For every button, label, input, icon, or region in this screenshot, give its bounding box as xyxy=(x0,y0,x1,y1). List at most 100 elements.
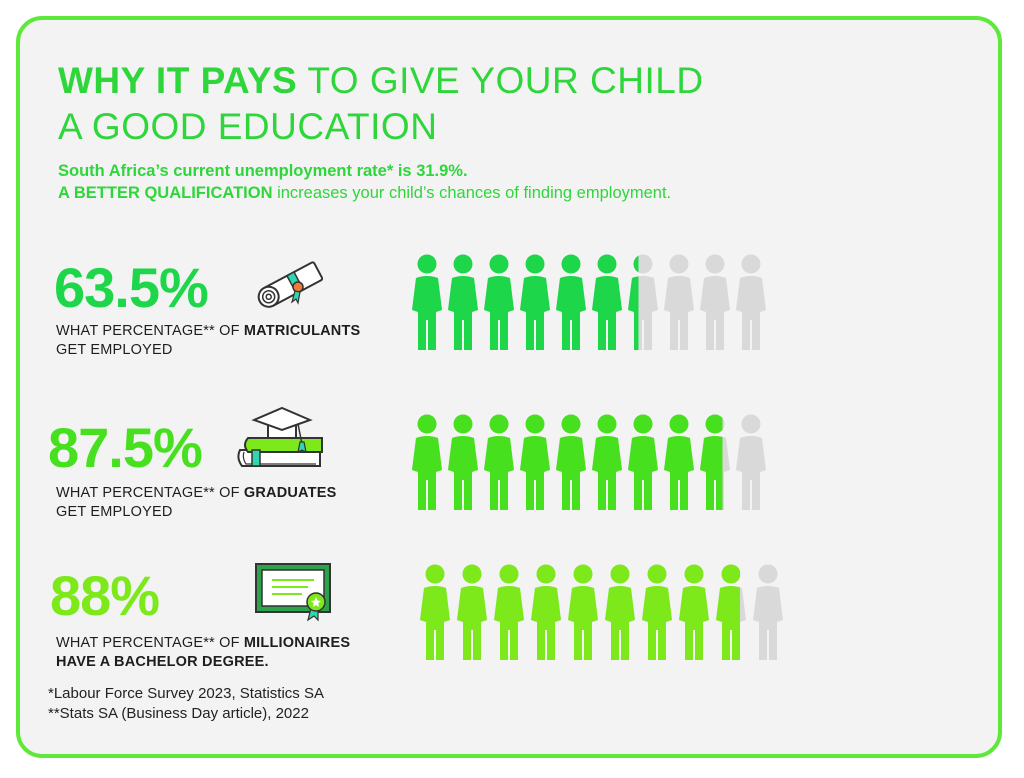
person-head-fill xyxy=(597,414,617,434)
person-body-fill xyxy=(628,436,658,510)
infographic-subtitle: South Africa’s current unemployment rate… xyxy=(58,160,958,204)
person-head xyxy=(741,414,761,434)
stat-value-row3: 88% xyxy=(50,564,160,627)
person-body-fill xyxy=(420,586,450,660)
stat-desc-row1: WHAT PERCENTAGE** OF MATRICULANTS GET EM… xyxy=(56,322,360,360)
subtitle-line2-bold: A BETTER QUALIFICATION xyxy=(58,184,273,202)
person-body-fill xyxy=(520,436,550,510)
person-body-fill xyxy=(556,436,586,510)
person-head-fill xyxy=(525,254,545,274)
desc-prefix: WHAT PERCENTAGE** OF xyxy=(56,323,244,339)
person-head-fill xyxy=(536,564,556,584)
person-body-fill xyxy=(448,436,478,510)
person-figure xyxy=(494,564,524,660)
title-rest: TO GIVE YOUR CHILD xyxy=(297,60,704,101)
person-fill xyxy=(592,254,622,350)
desc-line2: HAVE A BACHELOR DEGREE. xyxy=(56,654,269,670)
person-head-fill xyxy=(561,414,581,434)
person-body-fill xyxy=(664,436,694,510)
person-figure xyxy=(592,414,622,510)
person-fill xyxy=(520,414,550,510)
desc-bold: GRADUATES xyxy=(243,485,337,501)
title-line2: A GOOD EDUCATION xyxy=(58,106,438,147)
person-head xyxy=(669,254,689,274)
person-body-fill xyxy=(531,586,561,660)
person-fill xyxy=(700,414,723,510)
person-figure xyxy=(605,564,635,660)
pictograph-row1 xyxy=(412,254,766,350)
person-body-fill xyxy=(568,586,598,660)
person-figure xyxy=(664,414,694,510)
person-fill xyxy=(628,414,658,510)
person-body-fill xyxy=(556,276,586,350)
person-head-fill xyxy=(417,254,437,274)
person-figure xyxy=(679,564,709,660)
person-fill xyxy=(568,564,598,660)
person-fill xyxy=(484,254,514,350)
person-fill xyxy=(412,254,442,350)
person-fill xyxy=(457,564,487,660)
person-head-fill xyxy=(561,254,581,274)
person-head-fill xyxy=(453,254,473,274)
person-fill xyxy=(484,414,514,510)
person-figure xyxy=(448,414,478,510)
person-head-fill xyxy=(573,564,593,584)
person-figure xyxy=(568,564,598,660)
certificate-icon xyxy=(255,563,331,622)
person-body-fill xyxy=(520,276,550,350)
person-figure xyxy=(556,254,586,350)
person-body-fill xyxy=(494,586,524,660)
person-head-fill xyxy=(610,564,630,584)
person-head-fill xyxy=(633,414,653,434)
person-fill xyxy=(448,254,478,350)
person-figure xyxy=(420,564,450,660)
person-head-fill xyxy=(684,564,704,584)
person-figure xyxy=(520,414,550,510)
person-figure xyxy=(716,564,746,660)
pictograph-row3 xyxy=(420,564,783,660)
person-fill xyxy=(494,564,524,660)
person-body-fill xyxy=(679,586,709,660)
person-head-fill xyxy=(647,564,667,584)
person-fill xyxy=(628,255,639,350)
person-figure xyxy=(700,414,730,510)
pictograph-row2 xyxy=(412,414,766,510)
diploma-scroll-icon xyxy=(257,261,324,308)
person-head xyxy=(741,254,761,274)
infographic-title: WHY IT PAYS TO GIVE YOUR CHILD A GOOD ED… xyxy=(58,58,818,150)
person-figure xyxy=(448,254,478,350)
person-fill xyxy=(642,564,672,660)
desc-prefix: WHAT PERCENTAGE** OF xyxy=(56,485,244,501)
desc-line2: GET EMPLOYED xyxy=(56,504,173,520)
person-figure xyxy=(412,254,442,350)
person-body xyxy=(736,436,766,510)
person-body xyxy=(736,276,766,350)
person-figure xyxy=(628,414,658,510)
person-body-fill xyxy=(642,586,672,660)
person-fill xyxy=(679,564,709,660)
stat-value-row2: 87.5% xyxy=(48,416,203,479)
person-body xyxy=(700,276,730,350)
stat-value-row1: 63.5% xyxy=(54,256,209,319)
person-figure xyxy=(628,254,658,350)
person-fill xyxy=(412,414,442,510)
person-head-fill xyxy=(721,564,740,584)
person-figure xyxy=(556,414,586,510)
person-head-fill xyxy=(462,564,482,584)
desc-bold: MILLIONAIRES xyxy=(243,635,351,651)
person-figure xyxy=(753,564,783,660)
title-bold: WHY IT PAYS xyxy=(58,60,298,101)
person-figure xyxy=(531,564,561,660)
person-fill xyxy=(664,414,694,510)
person-body-fill xyxy=(484,436,514,510)
person-figure xyxy=(700,254,730,350)
person-body-fill xyxy=(592,436,622,510)
person-body-fill xyxy=(412,436,442,510)
person-figure xyxy=(520,254,550,350)
infographic-card xyxy=(16,16,1002,758)
person-body-fill xyxy=(457,586,487,660)
person-head-fill xyxy=(489,254,509,274)
person-fill xyxy=(420,564,450,660)
person-body-fill xyxy=(412,276,442,350)
person-figure xyxy=(592,254,622,350)
